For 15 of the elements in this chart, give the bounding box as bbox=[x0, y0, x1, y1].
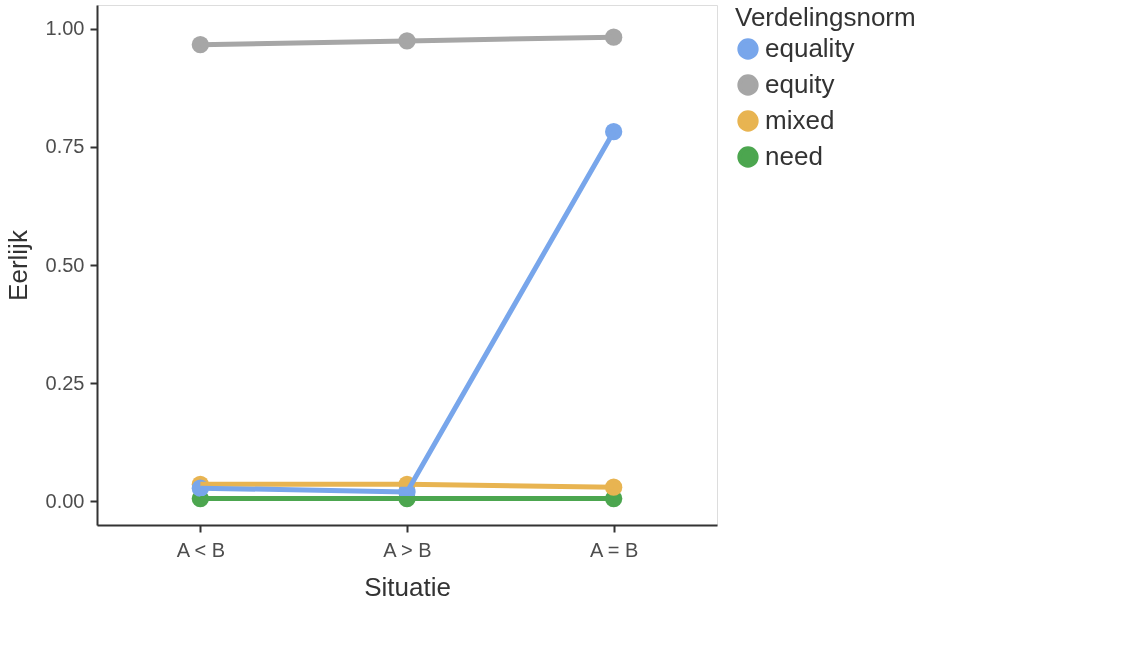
y-tick-label: 0.75 bbox=[45, 135, 85, 158]
y-tick-label: 0.00 bbox=[45, 489, 85, 512]
legend-label: mixed bbox=[765, 105, 835, 135]
y-axis-title: Eerlijk bbox=[2, 229, 33, 301]
x-axis-title: Situatie bbox=[364, 571, 451, 602]
y-tick-label: 1.00 bbox=[45, 17, 85, 40]
x-tick-label: A > B bbox=[383, 538, 432, 561]
x-tick-label: A = B bbox=[589, 538, 639, 561]
legend-label: equality bbox=[765, 33, 855, 63]
legend-label: equity bbox=[765, 69, 835, 99]
legend-title: Verdelingsnorm bbox=[735, 2, 916, 32]
y-tick-label: 0.25 bbox=[45, 371, 85, 394]
y-tick-label: 0.50 bbox=[45, 253, 85, 276]
legend-label: need bbox=[765, 141, 823, 171]
x-tick-label: A < B bbox=[176, 538, 226, 561]
